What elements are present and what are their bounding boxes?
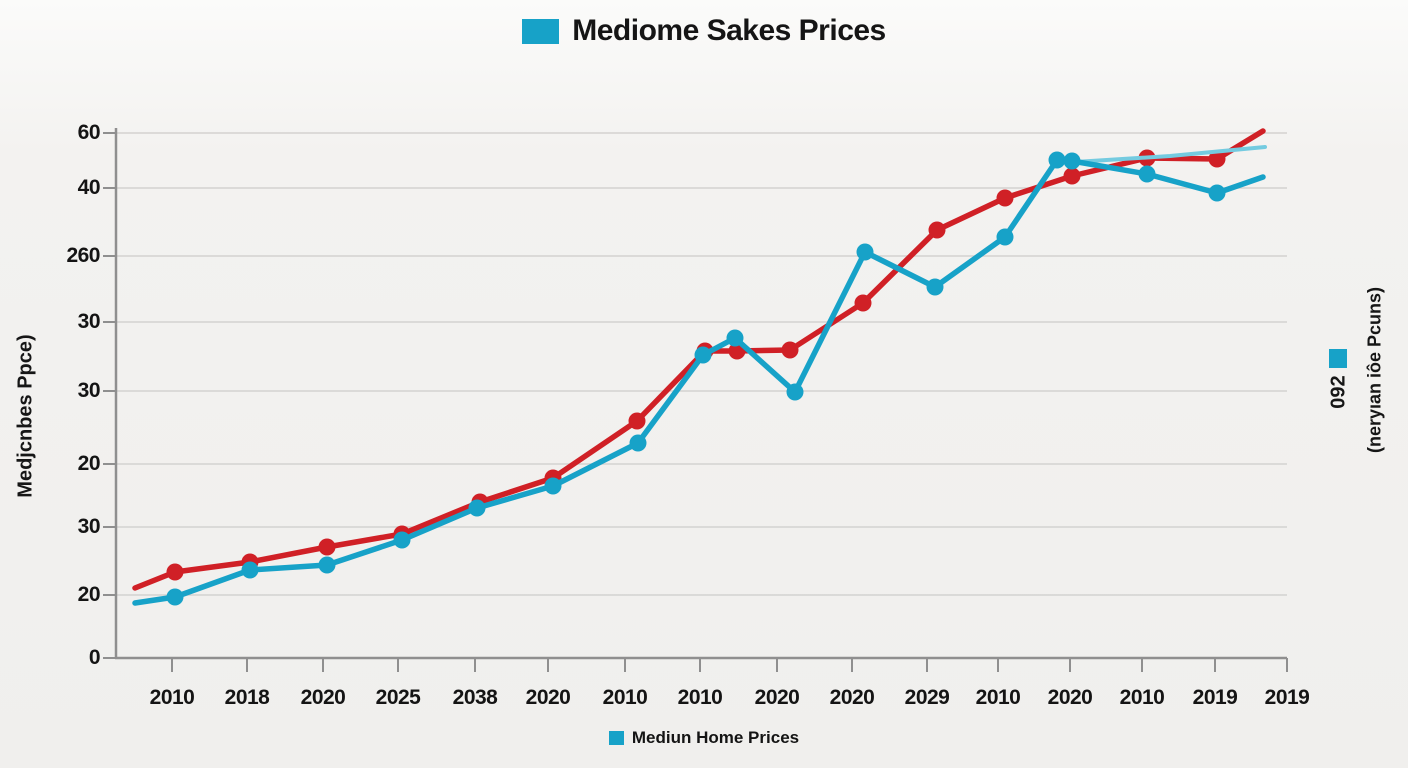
y-tick-label: 0 [88,646,101,669]
data-point-cyan-line (Mediun Home Prices) [726,329,744,347]
data-point-cyan-line (Mediun Home Prices) [629,434,647,452]
series-line-cyan-line (Mediun Home Prices) [132,157,1266,606]
data-point-cyan-line (Mediun Home Prices) [1048,151,1066,169]
data-point-red-line [1208,150,1226,168]
data-point-cyan-line (Mediun Home Prices) [996,228,1014,246]
data-point-cyan-line (Mediun Home Prices) [694,346,712,364]
x-tick-label: 2010 [149,686,195,709]
x-tick-label: 2020 [829,686,875,709]
data-point-red-line [781,341,799,359]
y-tick-label: 20 [77,583,101,606]
x-tick-label: 2018 [224,686,270,709]
bottom-legend-label: Mediun Home Prices [631,728,800,747]
y-tick-label: 20 [77,452,101,475]
data-point-cyan-line (Mediun Home Prices) [468,499,486,517]
x-tick-label: 2020 [525,686,571,709]
series-line-cyan-light-artifact [1073,145,1267,164]
y-tick-label: 260 [66,244,100,267]
data-point-cyan-line (Mediun Home Prices) [1063,152,1081,170]
data-point-cyan-line (Mediun Home Prices) [318,556,336,574]
data-point-cyan-line (Mediun Home Prices) [544,477,562,495]
y-tick-label: 30 [77,515,101,538]
title-legend-swatch [522,18,560,44]
x-tick-label: 2010 [677,686,723,709]
data-point-cyan-line (Mediun Home Prices) [926,278,944,296]
data-point-red-line [166,563,184,581]
x-tick-label: 2010 [602,686,648,709]
data-point-cyan-line (Mediun Home Prices) [786,383,804,401]
data-point-red-line [854,294,872,312]
bottom-legend: Mediun Home Prices [0,728,1408,748]
y-tick-label: 30 [77,379,101,402]
x-tick-label: 2010 [1119,686,1165,709]
x-tick-label: 2020 [754,686,800,709]
right-legend-value: 092 [1327,375,1350,409]
data-point-cyan-line (Mediun Home Prices) [241,561,259,579]
y-tick-label: 40 [77,176,101,199]
y-tick-label: 30 [77,310,101,333]
right-legend-swatch [1329,349,1347,368]
data-point-cyan-line (Mediun Home Prices) [1138,165,1156,183]
x-tick-label: 2019 [1264,686,1310,709]
right-legend-caption: (neryıan iôe Pcuns) [1364,286,1385,454]
x-tick-label: 2025 [375,686,421,709]
x-tick-label: 2010 [975,686,1021,709]
x-tick-label: 2020 [300,686,346,709]
bottom-legend-swatch [608,731,624,745]
data-point-cyan-line (Mediun Home Prices) [1208,184,1226,202]
x-tick-label: 2020 [1047,686,1093,709]
data-point-cyan-line (Mediun Home Prices) [393,531,411,549]
series-line-red-line [132,128,1266,591]
data-point-cyan-line (Mediun Home Prices) [856,243,874,261]
data-point-cyan-line (Mediun Home Prices) [166,588,184,606]
y-tick-label: 60 [77,121,101,144]
x-tick-label: 2038 [452,686,498,709]
data-point-red-line [996,189,1014,207]
data-point-red-line [318,538,336,556]
data-point-red-line [628,412,646,430]
data-point-red-line [1063,167,1081,185]
chart-title-row: Mediome Sakes Prices [0,14,1408,48]
data-point-red-line [928,221,946,239]
chart-title: Mediome Sakes Prices [572,14,886,47]
x-tick-label: 2029 [904,686,950,709]
x-tick-label: 2019 [1192,686,1238,709]
